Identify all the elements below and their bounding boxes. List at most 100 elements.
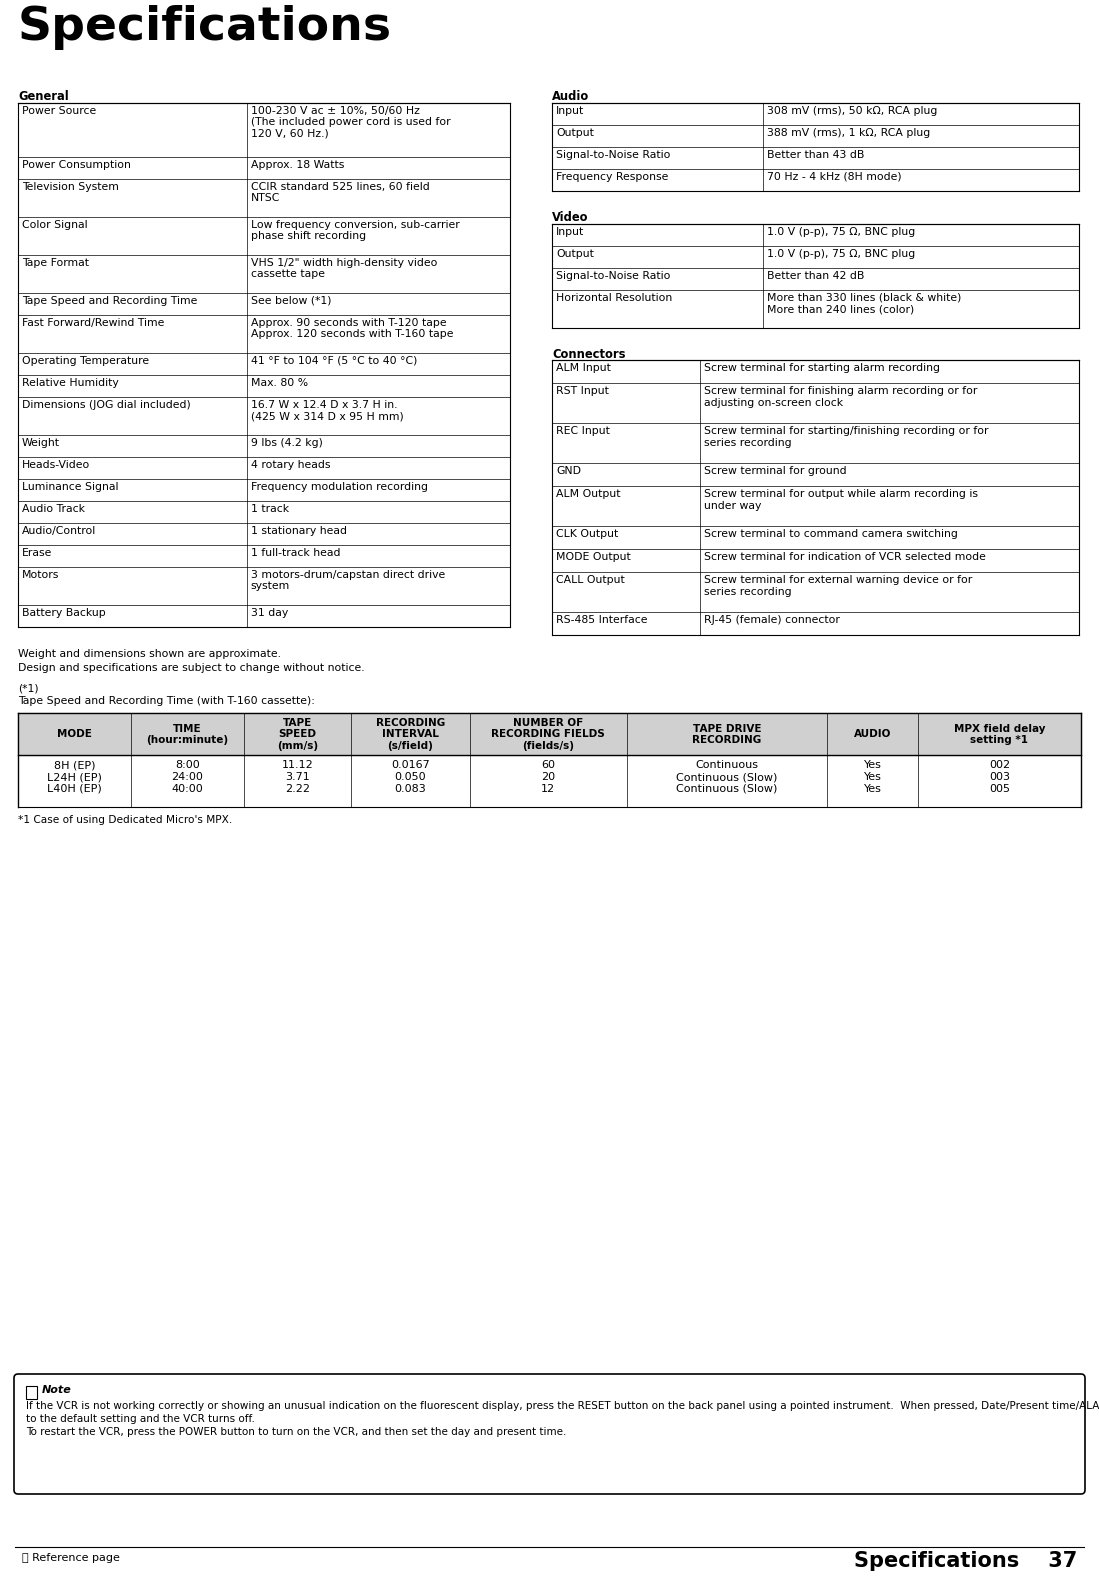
Text: 70 Hz - 4 kHz (8H mode): 70 Hz - 4 kHz (8H mode) xyxy=(767,172,901,181)
Text: RJ-45 (female) connector: RJ-45 (female) connector xyxy=(703,615,840,626)
Text: Frequency Response: Frequency Response xyxy=(556,172,668,181)
Text: REC Input: REC Input xyxy=(556,426,610,437)
Text: To restart the VCR, press the POWER button to turn on the VCR, and then set the : To restart the VCR, press the POWER butt… xyxy=(26,1427,566,1437)
Text: See below (*1): See below (*1) xyxy=(251,296,331,306)
Text: Erase: Erase xyxy=(22,547,53,558)
Text: Better than 43 dB: Better than 43 dB xyxy=(767,150,864,159)
Text: 002
003
005: 002 003 005 xyxy=(989,760,1010,793)
Text: MODE: MODE xyxy=(57,730,92,740)
Text: Color Signal: Color Signal xyxy=(22,219,88,230)
Text: Screw terminal for ground: Screw terminal for ground xyxy=(703,467,846,476)
Text: Specifications    37: Specifications 37 xyxy=(854,1552,1077,1571)
Text: 41 °F to 104 °F (5 °C to 40 °C): 41 °F to 104 °F (5 °C to 40 °C) xyxy=(251,356,418,366)
FancyBboxPatch shape xyxy=(14,1374,1085,1493)
Text: 388 mV (rms), 1 kΩ, RCA plug: 388 mV (rms), 1 kΩ, RCA plug xyxy=(767,128,930,137)
Text: Better than 42 dB: Better than 42 dB xyxy=(767,271,864,281)
Text: TAPE
SPEED
(mm/s): TAPE SPEED (mm/s) xyxy=(277,718,318,751)
Text: 1 full-track head: 1 full-track head xyxy=(251,547,341,558)
Bar xyxy=(18,713,1081,755)
Text: 11.12
3.71
2.22: 11.12 3.71 2.22 xyxy=(281,760,313,793)
Text: Tape Speed and Recording Time: Tape Speed and Recording Time xyxy=(22,296,198,306)
Text: If the VCR is not working correctly or showing an unusual indication on the fluo: If the VCR is not working correctly or s… xyxy=(26,1400,1099,1411)
Text: Horizontal Resolution: Horizontal Resolution xyxy=(556,293,673,303)
Text: 9 lbs (4.2 kg): 9 lbs (4.2 kg) xyxy=(251,438,323,448)
Text: GND: GND xyxy=(556,467,581,476)
Text: 8H (EP)
L24H (EP)
L40H (EP): 8H (EP) L24H (EP) L40H (EP) xyxy=(47,760,102,793)
Text: 1.0 V (p-p), 75 Ω, BNC plug: 1.0 V (p-p), 75 Ω, BNC plug xyxy=(767,227,915,237)
Text: Connectors: Connectors xyxy=(552,347,625,361)
Text: Screw terminal for starting/finishing recording or for
series recording: Screw terminal for starting/finishing re… xyxy=(703,426,988,448)
Text: MPX field delay
setting *1: MPX field delay setting *1 xyxy=(954,724,1045,746)
Text: 🔖 Reference page: 🔖 Reference page xyxy=(22,1553,120,1563)
Text: Low frequency conversion, sub-carrier
phase shift recording: Low frequency conversion, sub-carrier ph… xyxy=(251,219,459,241)
Text: Output: Output xyxy=(556,249,593,259)
Text: Motors: Motors xyxy=(22,569,59,580)
Text: NUMBER OF
RECORDING FIELDS
(fields/s): NUMBER OF RECORDING FIELDS (fields/s) xyxy=(491,718,606,751)
Text: Design and specifications are subject to change without notice.: Design and specifications are subject to… xyxy=(18,664,365,673)
Text: 3 motors-drum/capstan direct drive
system: 3 motors-drum/capstan direct drive syste… xyxy=(251,569,445,591)
Text: Tape Format: Tape Format xyxy=(22,257,89,268)
Text: Output: Output xyxy=(556,128,593,137)
Text: ALM Input: ALM Input xyxy=(556,363,611,374)
Text: Weight and dimensions shown are approximate.: Weight and dimensions shown are approxim… xyxy=(18,650,281,659)
Text: Television System: Television System xyxy=(22,181,119,192)
Text: CCIR standard 525 lines, 60 field
NTSC: CCIR standard 525 lines, 60 field NTSC xyxy=(251,181,430,203)
Text: Approx. 90 seconds with T-120 tape
Approx. 120 seconds with T-160 tape: Approx. 90 seconds with T-120 tape Appro… xyxy=(251,319,453,339)
Text: RECORDING
INTERVAL
(s/field): RECORDING INTERVAL (s/field) xyxy=(376,718,445,751)
Text: Yes
Yes
Yes: Yes Yes Yes xyxy=(864,760,881,793)
Text: CLK Output: CLK Output xyxy=(556,530,619,539)
Text: *1 Case of using Dedicated Micro's MPX.: *1 Case of using Dedicated Micro's MPX. xyxy=(18,815,232,825)
Bar xyxy=(26,1386,37,1399)
Text: 308 mV (rms), 50 kΩ, RCA plug: 308 mV (rms), 50 kΩ, RCA plug xyxy=(767,106,937,115)
Text: 4 rotary heads: 4 rotary heads xyxy=(251,460,331,470)
Text: Dimensions (JOG dial included): Dimensions (JOG dial included) xyxy=(22,401,191,410)
Text: Heads-Video: Heads-Video xyxy=(22,460,90,470)
Text: Max. 80 %: Max. 80 % xyxy=(251,378,308,388)
Text: Screw terminal for external warning device or for
series recording: Screw terminal for external warning devi… xyxy=(703,576,972,598)
Text: ALM Output: ALM Output xyxy=(556,489,621,500)
Text: More than 330 lines (black & white)
More than 240 lines (color): More than 330 lines (black & white) More… xyxy=(767,293,962,314)
Text: 1 stationary head: 1 stationary head xyxy=(251,525,347,536)
Text: Tape Speed and Recording Time (with T-160 cassette):: Tape Speed and Recording Time (with T-16… xyxy=(18,697,315,706)
Text: Screw terminal for indication of VCR selected mode: Screw terminal for indication of VCR sel… xyxy=(703,552,986,563)
Text: Approx. 18 Watts: Approx. 18 Watts xyxy=(251,159,344,170)
Text: 1 track: 1 track xyxy=(251,503,289,514)
Text: 16.7 W x 12.4 D x 3.7 H in.
(425 W x 314 D x 95 H mm): 16.7 W x 12.4 D x 3.7 H in. (425 W x 314… xyxy=(251,401,403,421)
Text: Audio/Control: Audio/Control xyxy=(22,525,97,536)
Text: CALL Output: CALL Output xyxy=(556,576,624,585)
Text: Screw terminal to command camera switching: Screw terminal to command camera switchi… xyxy=(703,530,957,539)
Text: 0.0167
0.050
0.083: 0.0167 0.050 0.083 xyxy=(391,760,430,793)
Text: Input: Input xyxy=(556,106,585,115)
Text: Fast Forward/Rewind Time: Fast Forward/Rewind Time xyxy=(22,319,165,328)
Text: (*1): (*1) xyxy=(18,683,38,694)
Text: 60
20
12: 60 20 12 xyxy=(541,760,555,793)
Text: Specifications: Specifications xyxy=(18,5,392,50)
Text: Screw terminal for starting alarm recording: Screw terminal for starting alarm record… xyxy=(703,363,940,374)
Text: Relative Humidity: Relative Humidity xyxy=(22,378,119,388)
Text: RST Input: RST Input xyxy=(556,386,609,396)
Text: Audio: Audio xyxy=(552,90,589,103)
Text: TAPE DRIVE
RECORDING: TAPE DRIVE RECORDING xyxy=(692,724,762,746)
Text: Note: Note xyxy=(42,1385,71,1396)
Text: Luminance Signal: Luminance Signal xyxy=(22,483,119,492)
Text: Signal-to-Noise Ratio: Signal-to-Noise Ratio xyxy=(556,271,670,281)
Text: Power Source: Power Source xyxy=(22,106,97,115)
Text: Signal-to-Noise Ratio: Signal-to-Noise Ratio xyxy=(556,150,670,159)
Text: 100-230 V ac ± 10%, 50/60 Hz
(The included power cord is used for
120 V, 60 Hz.): 100-230 V ac ± 10%, 50/60 Hz (The includ… xyxy=(251,106,451,139)
Text: TIME
(hour:minute): TIME (hour:minute) xyxy=(146,724,229,746)
Text: Screw terminal for output while alarm recording is
under way: Screw terminal for output while alarm re… xyxy=(703,489,977,511)
Text: 8:00
24:00
40:00: 8:00 24:00 40:00 xyxy=(171,760,203,793)
Text: Battery Backup: Battery Backup xyxy=(22,607,106,618)
Text: Audio Track: Audio Track xyxy=(22,503,85,514)
Text: Power Consumption: Power Consumption xyxy=(22,159,131,170)
Text: 31 day: 31 day xyxy=(251,607,288,618)
Text: Input: Input xyxy=(556,227,585,237)
Text: Video: Video xyxy=(552,211,588,224)
Text: VHS 1/2" width high-density video
cassette tape: VHS 1/2" width high-density video casset… xyxy=(251,257,437,279)
Text: to the default setting and the VCR turns off.: to the default setting and the VCR turns… xyxy=(26,1415,255,1424)
Text: RS-485 Interface: RS-485 Interface xyxy=(556,615,647,626)
Text: Continuous
Continuous (Slow)
Continuous (Slow): Continuous Continuous (Slow) Continuous … xyxy=(676,760,778,793)
Text: AUDIO: AUDIO xyxy=(854,730,891,740)
Text: 1.0 V (p-p), 75 Ω, BNC plug: 1.0 V (p-p), 75 Ω, BNC plug xyxy=(767,249,915,259)
Text: Frequency modulation recording: Frequency modulation recording xyxy=(251,483,428,492)
